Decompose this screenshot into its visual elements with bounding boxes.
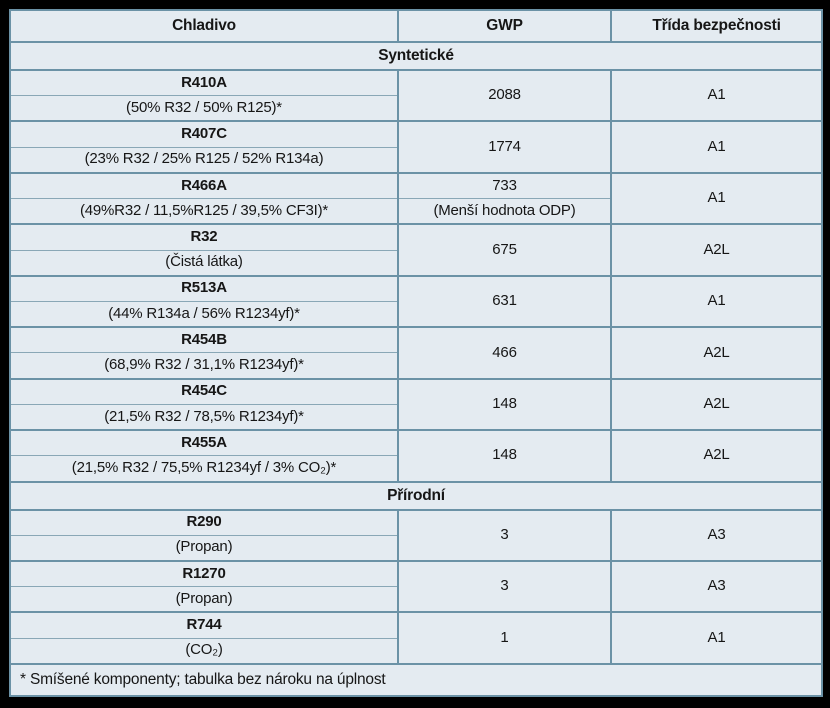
composition-cell: (CO₂): [9, 637, 399, 665]
table-header-row: Chladivo GWP Třída bezpečnosti: [9, 9, 823, 43]
gwp-cell: 631: [397, 274, 612, 329]
table-row: R410A 2088 A1: [9, 68, 823, 123]
safety-class-cell: A1: [610, 171, 823, 226]
table-row: R455A 148 A2L: [9, 429, 823, 483]
section-row-synthetic: Syntetické: [9, 41, 823, 71]
table-row: (CO₂): [9, 637, 822, 665]
safety-class-cell: A2L: [610, 429, 823, 483]
refrigerant-name-cell: R454B: [9, 326, 399, 354]
safety-class-cell: A2L: [610, 377, 823, 432]
table-row: (68,9% R32 / 31,1% R1234yf)*: [9, 352, 822, 380]
table-row: (Propan): [9, 586, 822, 614]
gwp-cell: 1774: [397, 120, 612, 174]
table-row: R466A 733 A1: [9, 171, 823, 226]
section-header: Přírodní: [9, 480, 823, 511]
gwp-cell: 466: [397, 326, 612, 380]
table-row: (49%R32 / 11,5%R125 / 39,5% CF3I)* (Menš…: [9, 198, 822, 226]
refrigerant-name-cell: R744: [9, 611, 399, 639]
table-row: R513A 631 A1: [9, 274, 823, 329]
refrigerant-name-cell: R1270: [9, 559, 399, 588]
composition-cell: (Čistá látka): [9, 249, 399, 277]
refrigerant-name-cell: R32: [9, 223, 399, 251]
gwp-cell: 3: [397, 508, 612, 562]
safety-class-cell: A1: [610, 120, 823, 174]
column-header-gwp: GWP: [397, 9, 612, 43]
table-row: R407C 1774 A1: [9, 120, 823, 174]
composition-cell: (21,5% R32 / 75,5% R1234yf / 3% CO₂)*: [9, 455, 399, 483]
table-row: R290 3 A3: [9, 508, 823, 562]
refrigerant-name-cell: R410A: [9, 69, 399, 97]
safety-class-cell: A2L: [610, 223, 823, 277]
table-row: (50% R32 / 50% R125)*: [9, 95, 822, 123]
table-row: (44% R134a / 56% R1234yf)*: [9, 300, 822, 329]
section-header: Syntetické: [9, 41, 823, 71]
safety-class-cell: A1: [610, 611, 823, 665]
gwp-cell: 733: [397, 171, 612, 200]
table-row: (Propan): [9, 534, 822, 562]
safety-class-cell: A1: [610, 68, 823, 123]
table-row: R454B 466 A2L: [9, 326, 823, 380]
section-row-natural: Přírodní: [9, 480, 823, 511]
composition-cell: (21,5% R32 / 78,5% R1234yf)*: [9, 403, 399, 432]
gwp-cell: 148: [397, 429, 612, 483]
gwp-cell: 1: [397, 611, 612, 665]
refrigerant-name-cell: R407C: [9, 120, 399, 148]
safety-class-cell: A3: [610, 508, 823, 562]
column-header-safety: Třída bezpečnosti: [610, 9, 823, 43]
gwp-cell: 675: [397, 223, 612, 277]
column-header-chladivo: Chladivo: [9, 9, 399, 43]
gwp-cell: 3: [397, 559, 612, 614]
composition-cell: (44% R134a / 56% R1234yf)*: [9, 300, 399, 329]
refrigerant-name-cell: R513A: [9, 274, 399, 302]
footnote: * Smíšené komponenty; tabulka bez nároku…: [9, 663, 823, 697]
table-row: R454C 148 A2L: [9, 377, 823, 432]
table-row: (21,5% R32 / 75,5% R1234yf / 3% CO₂)*: [9, 455, 822, 483]
gwp-note-cell: (Menší hodnota ODP): [397, 198, 612, 226]
composition-cell: (49%R32 / 11,5%R125 / 39,5% CF3I)*: [9, 198, 399, 226]
refrigerant-name-cell: R466A: [9, 171, 399, 200]
composition-cell: (50% R32 / 50% R125)*: [9, 95, 399, 123]
footnote-row: * Smíšené komponenty; tabulka bez nároku…: [9, 663, 823, 697]
table-row: (Čistá látka): [9, 249, 822, 277]
refrigerant-table: Chladivo GWP Třída bezpečnosti Syntetick…: [9, 9, 823, 697]
gwp-cell: 148: [397, 377, 612, 432]
composition-cell: (Propan): [9, 586, 399, 614]
gwp-cell: 2088: [397, 68, 612, 123]
table-row: R744 1 A1: [9, 611, 823, 665]
safety-class-cell: A3: [610, 559, 823, 614]
table-row: R32 675 A2L: [9, 223, 823, 277]
composition-cell: (23% R32 / 25% R125 / 52% R134a): [9, 146, 399, 174]
refrigerant-name-cell: R290: [9, 508, 399, 536]
safety-class-cell: A2L: [610, 326, 823, 380]
table-row: (21,5% R32 / 78,5% R1234yf)*: [9, 403, 822, 432]
composition-cell: (68,9% R32 / 31,1% R1234yf)*: [9, 352, 399, 380]
composition-cell: (Propan): [9, 534, 399, 562]
refrigerant-name-cell: R455A: [9, 429, 399, 457]
table-row: (23% R32 / 25% R125 / 52% R134a): [9, 146, 822, 174]
refrigerant-name-cell: R454C: [9, 377, 399, 405]
safety-class-cell: A1: [610, 274, 823, 329]
table-row: R1270 3 A3: [9, 559, 823, 614]
